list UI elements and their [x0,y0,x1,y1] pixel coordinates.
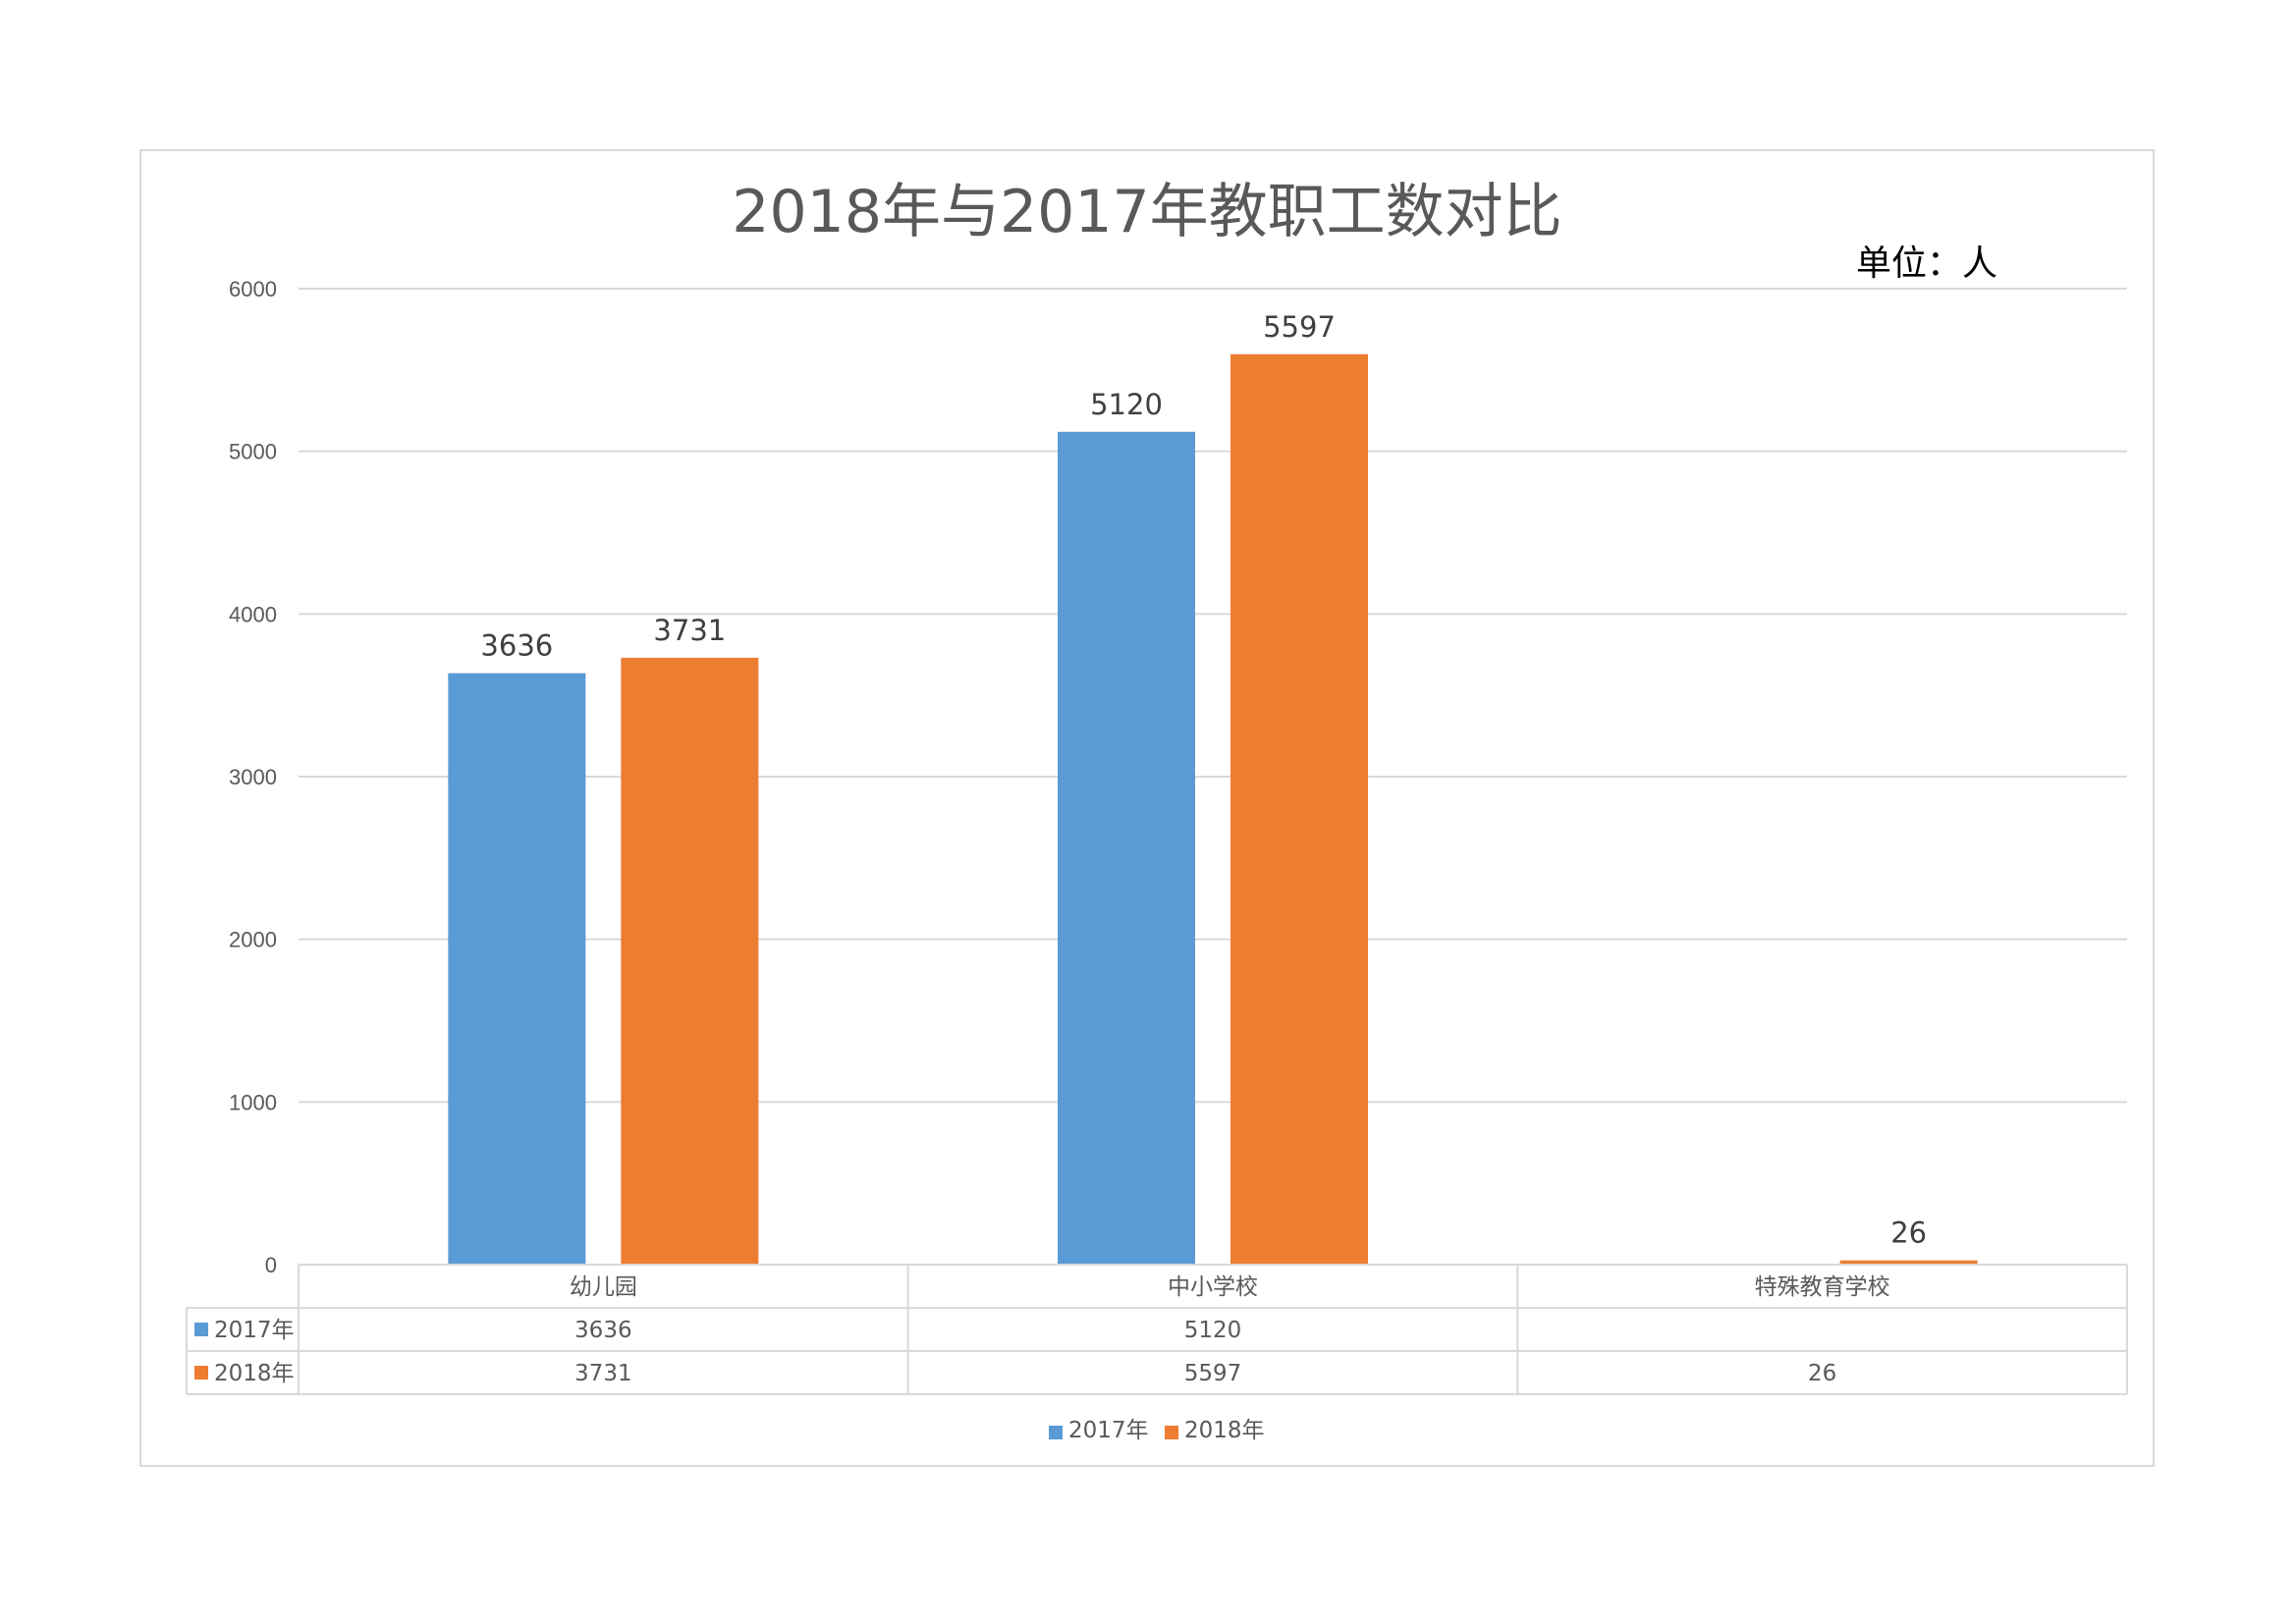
bars [448,353,1978,1266]
x-category-label: 特殊教育学校 [1755,1274,1890,1300]
bar-data-label: 5120 [1090,388,1163,421]
table-cell: 26 [1808,1361,1836,1386]
y-tick-label: 6000 [229,277,277,301]
legend-label: 2017年 [1068,1418,1149,1443]
y-tick-label: 0 [265,1253,277,1277]
table-cell: 3731 [574,1361,632,1386]
chart-frame: 2018年与2017年教职工数对比 单位：人 0 1000 2000 3000 4000… [139,149,2155,1467]
bar [448,673,586,1265]
table-legend-key [194,1323,208,1336]
gridlines [299,288,2127,1104]
table-series-name: 2017年 [214,1318,295,1343]
bar [1839,1260,1978,1265]
data-labels: 3636 3731 5120 5597 26 [480,310,1927,1250]
unit-label: 单位：人 [1856,244,1997,284]
bar-data-label: 26 [1890,1217,1927,1250]
bar [1058,431,1195,1266]
y-tick-label: 4000 [229,602,277,626]
table-legend-key [194,1366,208,1380]
y-tick-label: 3000 [229,765,277,789]
bar-data-label: 5597 [1263,310,1336,344]
legend-label: 2018年 [1184,1418,1265,1443]
x-category-label: 中小学校 [1168,1274,1258,1300]
bar-data-label: 3731 [653,614,726,647]
table-cell: 3636 [574,1318,632,1343]
data-table: 幼儿园 中小学校 特殊教育学校 2017年 3636 5120 2018年 3731 5597 2… [186,1264,2128,1395]
bar [621,657,759,1265]
y-tick-label: 5000 [229,440,277,464]
bar-data-label: 3636 [480,629,553,663]
y-axis-ticks: 0 1000 2000 3000 4000 5000 6000 [229,277,277,1277]
chart-title: 2018年与2017年教职工数对比 [732,178,1561,246]
y-tick-label: 1000 [229,1090,277,1114]
legend-swatch [1165,1426,1178,1439]
bar [1230,353,1368,1265]
x-category-label: 幼儿园 [570,1274,637,1300]
table-cell: 5597 [1184,1361,1242,1386]
y-tick-label: 2000 [229,928,277,952]
legend-swatch [1049,1426,1063,1439]
table-series-name: 2018年 [214,1361,295,1386]
legend: 2017年 2018年 [1049,1418,1265,1443]
chart-canvas: 2018年与2017年教职工数对比 单位：人 0 1000 2000 3000 4000… [186,178,2128,1443]
table-cell: 5120 [1184,1318,1242,1343]
